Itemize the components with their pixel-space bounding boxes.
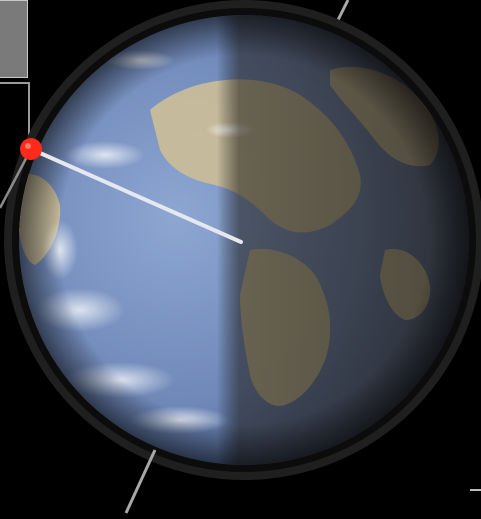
location-marker-icon[interactable] bbox=[20, 138, 42, 160]
hud-bracket bbox=[0, 82, 30, 144]
axis-line-bottom bbox=[124, 449, 157, 514]
hud-swatch-tile[interactable] bbox=[0, 0, 28, 78]
globe[interactable] bbox=[18, 15, 469, 465]
leader-line bbox=[0, 148, 33, 209]
pointer-line bbox=[29, 147, 243, 244]
